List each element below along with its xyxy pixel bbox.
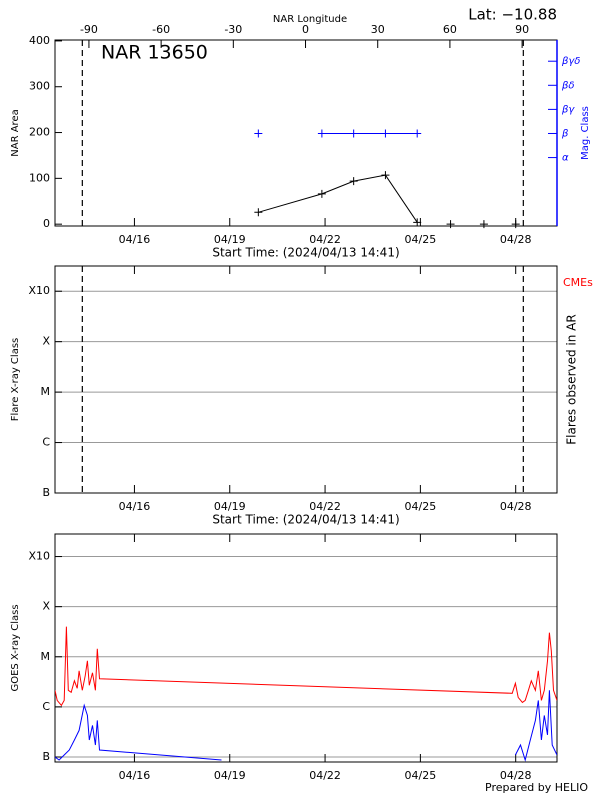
- data-point: [254, 208, 263, 217]
- x-tick-label: 04/28: [500, 233, 532, 246]
- x-tick-label: 04/16: [119, 500, 151, 513]
- y-tick-label: C: [42, 436, 50, 449]
- x-tick-label: 04/16: [119, 233, 151, 246]
- x2-tick-label: -90: [80, 23, 98, 36]
- data-point: [254, 129, 263, 138]
- y-axis-label: GOES X-ray Class: [10, 604, 21, 691]
- x2-tick-label: 60: [443, 23, 457, 36]
- y-tick-label: C: [42, 700, 50, 713]
- x-tick-label: 04/28: [500, 769, 532, 782]
- y-axis-label: Flare X-ray Class: [10, 338, 21, 422]
- x2-axis-label: NAR Longitude: [273, 14, 347, 25]
- y-tick-label: M: [41, 650, 51, 663]
- data-point: [317, 189, 326, 198]
- data-point: [381, 129, 390, 138]
- x-tick-label: 04/19: [214, 500, 246, 513]
- plot-area: [55, 626, 557, 762]
- y2-tick-label: βγ: [561, 104, 575, 115]
- x-tick-label: 04/25: [405, 500, 437, 513]
- y-tick-label: X: [42, 335, 50, 348]
- latitude: Lat: −10.88: [468, 6, 557, 24]
- y-tick-label: 100: [29, 171, 50, 184]
- data-point: [317, 129, 326, 138]
- x-axis-label: Start Time: (2024/04/13 14:41): [212, 513, 399, 527]
- data-point: [511, 220, 520, 229]
- y-tick-label: M: [41, 385, 51, 398]
- data-point: [446, 220, 455, 229]
- data-point: [479, 220, 488, 229]
- data-point: [349, 129, 358, 138]
- y2-tick-label: α: [562, 153, 569, 164]
- y-tick-label: 0: [43, 217, 50, 230]
- y-tick-label: 300: [29, 80, 50, 93]
- x-tick-label: 04/28: [500, 500, 532, 513]
- y-tick-label: X10: [28, 284, 50, 297]
- series-line: [55, 626, 557, 707]
- data-point: [413, 218, 422, 227]
- x2-tick-label: 90: [515, 23, 529, 36]
- y2-tick-label: βδ: [561, 80, 575, 91]
- annotation: NAR 13650: [101, 42, 208, 64]
- y-tick-label: 400: [29, 34, 50, 47]
- y2-tick-label: βγδ: [561, 56, 580, 67]
- plot-frame: [54, 265, 558, 494]
- y-tick-label: B: [42, 750, 50, 763]
- series-line: [258, 174, 418, 223]
- series-line: [55, 690, 557, 762]
- y-axis-label: NAR Area: [10, 109, 21, 156]
- x-tick-label: 04/22: [309, 500, 341, 513]
- plot-frame: [54, 533, 558, 763]
- footer: Prepared by HELIO: [485, 781, 588, 794]
- y2-axis-label: Flares observed in AR: [565, 314, 579, 444]
- data-point: [349, 177, 358, 186]
- y2-axis-label: Mag. Class: [580, 106, 591, 160]
- y-tick-label: X: [42, 600, 50, 613]
- x-tick-label: 04/25: [405, 233, 437, 246]
- x-axis-label: Start Time: (2024/04/13 14:41): [212, 246, 399, 260]
- x2-tick-label: 0: [302, 23, 309, 36]
- y-tick-label: X10: [28, 550, 50, 563]
- data-point: [381, 171, 390, 180]
- x2-tick-label: -60: [152, 23, 170, 36]
- y-tick-label: 200: [29, 126, 50, 139]
- x-tick-label: 04/16: [119, 769, 151, 782]
- x-tick-label: 04/22: [309, 769, 341, 782]
- data-point: [413, 129, 422, 138]
- x-tick-label: 04/19: [214, 233, 246, 246]
- y2-tick-label: β: [561, 128, 569, 139]
- plot-area: [258, 133, 418, 223]
- legend-label: CMEs: [563, 276, 593, 289]
- x-tick-label: 04/25: [405, 769, 437, 782]
- x2-tick-label: 30: [371, 23, 385, 36]
- y-tick-label: B: [42, 486, 50, 499]
- x-tick-label: 04/19: [214, 769, 246, 782]
- x2-tick-label: -30: [224, 23, 242, 36]
- x-tick-label: 04/22: [309, 233, 341, 246]
